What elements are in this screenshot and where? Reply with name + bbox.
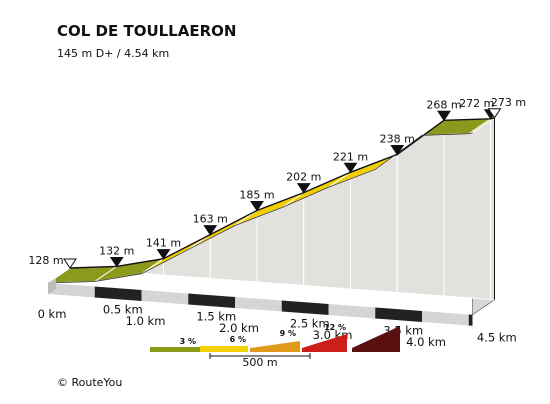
elevation-label: 268 m bbox=[426, 98, 461, 111]
base-edge bbox=[48, 278, 56, 294]
elevation-marker bbox=[250, 200, 264, 212]
profile-side-face bbox=[396, 119, 445, 297]
base-band bbox=[188, 293, 235, 308]
elevation-marker bbox=[437, 110, 451, 122]
elevation-marker bbox=[156, 249, 171, 260]
x-tick-label: 0.5 km bbox=[103, 303, 143, 317]
profile-layer bbox=[46, 117, 495, 326]
legend-swatch bbox=[200, 346, 248, 352]
base-band bbox=[375, 307, 422, 322]
elevation-label: 185 m bbox=[239, 188, 274, 201]
base-band bbox=[468, 314, 473, 326]
x-tick-label: 2.0 km bbox=[219, 321, 259, 335]
x-tick-label: 4.5 km bbox=[477, 331, 517, 345]
legend-label: 12 % bbox=[324, 323, 346, 332]
elevation-marker bbox=[343, 162, 358, 174]
x-tick-label: 1.5 km bbox=[196, 310, 236, 324]
base-band bbox=[235, 297, 282, 312]
base-band bbox=[94, 286, 142, 301]
elevation-label: 221 m bbox=[333, 150, 368, 163]
elevation-marker bbox=[203, 225, 218, 236]
legend-label: 6 % bbox=[230, 335, 246, 344]
credit-text: © RouteYou bbox=[57, 376, 122, 389]
x-tick-label: 2.5 km bbox=[290, 317, 330, 331]
chart-subtitle: 145 m D+ / 4.54 km bbox=[57, 47, 169, 60]
elevation-label: 238 m bbox=[380, 132, 415, 145]
legend-label: 9 % bbox=[280, 329, 296, 338]
elevation-label: 132 m bbox=[99, 244, 134, 257]
legend-swatch bbox=[352, 326, 400, 352]
base-band bbox=[48, 283, 95, 298]
legend-swatch bbox=[250, 341, 300, 352]
elevation-label: 141 m bbox=[146, 237, 181, 250]
base-band bbox=[422, 311, 469, 326]
profile-side-face bbox=[443, 118, 492, 301]
elevation-label: 273 m bbox=[491, 96, 526, 109]
elevation-marker bbox=[296, 183, 311, 194]
elevation-marker-open bbox=[487, 108, 502, 119]
legend-swatch bbox=[150, 347, 200, 352]
legend: 3 % 6 % 9 % 12 % bbox=[150, 323, 400, 359]
profile-front-line bbox=[47, 132, 473, 284]
base-band bbox=[328, 304, 376, 319]
elevation-label: 272 m bbox=[459, 97, 494, 110]
elevation-label: 128 m bbox=[28, 254, 63, 267]
profile-side-face bbox=[490, 117, 495, 301]
base-band bbox=[281, 300, 329, 315]
x-tick-label: 0 km bbox=[38, 307, 67, 321]
chart-title: COL DE TOULLAERON bbox=[57, 22, 236, 40]
elevation-label: 163 m bbox=[193, 213, 228, 226]
elevation-marker bbox=[390, 144, 405, 156]
base-band bbox=[141, 290, 189, 305]
label-layer: 128 m 132 m 141 m 163 m 185 m 202 m 221 m 238 m… bbox=[28, 96, 526, 349]
elevation-marker-open bbox=[63, 258, 77, 269]
legend-swatch bbox=[302, 334, 347, 352]
elevation-marker bbox=[109, 256, 124, 268]
x-tick-label: 4.0 km bbox=[406, 335, 446, 349]
x-tick-label: 1.0 km bbox=[126, 314, 166, 328]
elevation-label: 202 m bbox=[286, 171, 321, 184]
scale-bar-label: 500 m bbox=[242, 356, 277, 369]
legend-label: 3 % bbox=[180, 337, 196, 346]
